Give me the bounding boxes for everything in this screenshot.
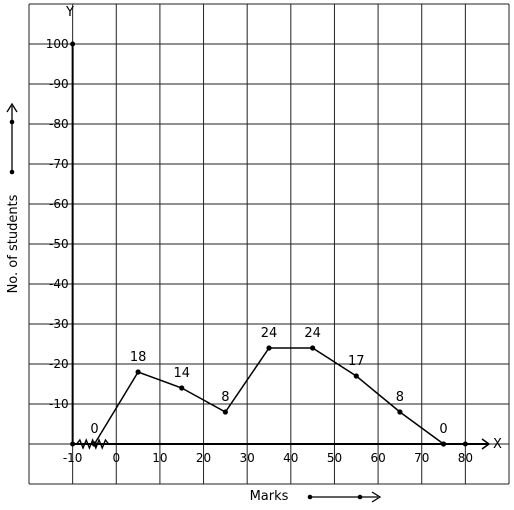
grid [28, 3, 510, 485]
axes [70, 41, 491, 450]
x-axis-label: Marks [250, 489, 289, 504]
data-label: 8 [221, 390, 229, 405]
y-tick-label: -70 [49, 157, 69, 171]
data-label: 8 [396, 390, 404, 405]
data-label: 17 [348, 354, 365, 369]
data-point [353, 373, 359, 379]
y-tick-label: -40 [49, 277, 69, 291]
y-axis-letter: Y [65, 5, 74, 20]
data-point [91, 441, 98, 447]
x-tick-label: 40 [283, 451, 298, 465]
data-label: 24 [261, 326, 278, 341]
y-axis-top-dot [70, 41, 76, 47]
y-tick-label: -60 [49, 197, 69, 211]
x-tick-label: 30 [240, 451, 255, 465]
y-tick-label: -90 [49, 77, 69, 91]
x-direction-dot [307, 494, 313, 500]
x-tick-label: -10 [63, 451, 83, 465]
y-direction-arrowhead [6, 102, 18, 113]
x-tick-label: 80 [458, 451, 473, 465]
y-axis-label: No. of students [6, 194, 21, 293]
x-direction-arrowhead [371, 491, 382, 503]
y-direction-dot [9, 119, 15, 125]
data-label: 0 [439, 422, 447, 437]
y-tick-label: -80 [49, 117, 69, 131]
y-tick-label: -30 [49, 317, 69, 331]
y-tick-label: -20 [49, 357, 69, 371]
data-point [440, 441, 447, 447]
data-point [397, 409, 403, 415]
series-group: 0 18 14 8 24 24 17 8 0 [90, 326, 448, 447]
axis-labels: Marks No. of students X Y [6, 5, 502, 504]
x-tick-label: 60 [370, 451, 385, 465]
data-point [310, 345, 316, 351]
data-label: 0 [90, 422, 98, 437]
x-tick-label: 0 [112, 451, 120, 465]
data-label: 24 [304, 326, 321, 341]
data-point [266, 345, 272, 351]
series-line [93, 347, 444, 445]
x-tick-label: 70 [414, 451, 429, 465]
y-tick-label: -50 [49, 237, 69, 251]
data-label: 18 [130, 350, 147, 365]
x-tick-label: 50 [327, 451, 342, 465]
data-label: 14 [173, 366, 190, 381]
y-direction-dot [9, 169, 15, 175]
axis-break-zigzag [76, 438, 110, 450]
y-tick-label: 100 [46, 37, 69, 51]
tick-labels: -10 0 10 20 30 40 50 60 70 80-10-20-30-40-50-60-7… [46, 37, 473, 465]
x-direction-dot [357, 494, 363, 500]
x-axis-arrowhead [481, 438, 491, 450]
data-point [222, 409, 228, 415]
x-tick-label: 10 [152, 451, 167, 465]
x-tick-label: 20 [196, 451, 211, 465]
y-tick-label: -10 [49, 397, 69, 411]
data-point [179, 385, 185, 391]
x-axis-letter: X [493, 437, 502, 452]
x-axis-end-dot [462, 441, 468, 447]
origin-dot [70, 441, 76, 447]
data-point [135, 369, 141, 375]
direction-arrows [6, 102, 382, 503]
